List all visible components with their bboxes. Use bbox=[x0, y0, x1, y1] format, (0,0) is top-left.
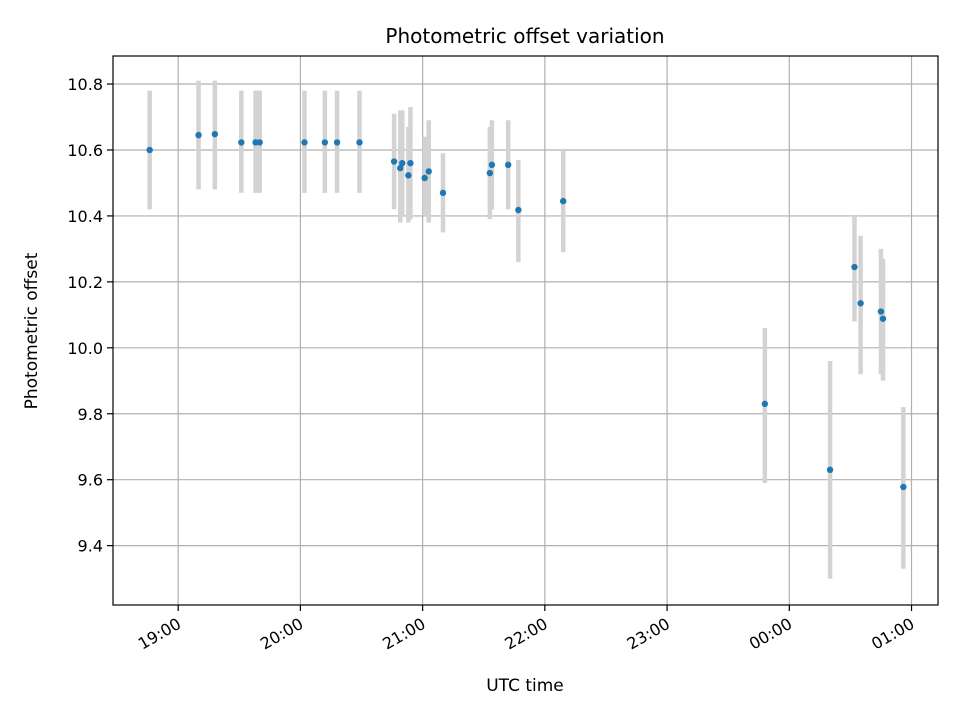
x-axis-ticks: 19:00 20:00 21:00 22:00 23:00 00:00 01:00 bbox=[135, 605, 918, 654]
y-tick-label: 9.6 bbox=[78, 471, 103, 490]
data-point bbox=[879, 315, 887, 322]
y-tick-label: 10.4 bbox=[67, 207, 103, 226]
x-tick-label: 00:00 bbox=[746, 614, 795, 654]
data-point bbox=[407, 159, 414, 167]
data-point bbox=[857, 300, 864, 307]
data-point bbox=[761, 400, 769, 408]
data-point bbox=[356, 139, 363, 146]
data-point bbox=[146, 146, 153, 154]
data-point bbox=[397, 164, 404, 172]
data-point bbox=[851, 263, 858, 271]
data-point bbox=[900, 483, 907, 491]
y-axis-label: Photometric offset bbox=[22, 252, 42, 409]
x-tick-label: 19:00 bbox=[135, 614, 184, 654]
plot-frame bbox=[112, 55, 939, 606]
data-point bbox=[195, 131, 202, 139]
data-point bbox=[333, 139, 341, 146]
data-point bbox=[439, 189, 447, 197]
data-points bbox=[146, 130, 907, 491]
data-point bbox=[321, 139, 329, 146]
data-point bbox=[211, 130, 219, 138]
y-tick-label: 10.6 bbox=[67, 141, 103, 160]
data-point bbox=[405, 172, 412, 179]
y-tick-label: 10.0 bbox=[67, 339, 103, 358]
error-bars bbox=[147, 80, 906, 579]
data-point bbox=[399, 159, 406, 167]
data-point bbox=[877, 308, 885, 315]
data-point bbox=[238, 139, 245, 146]
y-tick-label: 10.8 bbox=[67, 75, 103, 94]
x-tick-label: 21:00 bbox=[379, 614, 428, 654]
data-point bbox=[390, 158, 398, 165]
data-point bbox=[256, 139, 263, 146]
y-tick-label: 9.4 bbox=[78, 537, 103, 556]
data-point bbox=[504, 161, 512, 169]
grid bbox=[113, 56, 938, 605]
data-point bbox=[425, 168, 432, 175]
data-point bbox=[559, 197, 567, 205]
chart-title: Photometric offset variation bbox=[385, 24, 664, 48]
x-axis-label: UTC time bbox=[486, 676, 564, 696]
y-tick-label: 9.8 bbox=[78, 405, 103, 424]
x-tick-label: 20:00 bbox=[257, 614, 306, 654]
y-axis-ticks: 9.4 9.6 9.8 10.0 10.2 10.4 10.6 10.8 bbox=[67, 75, 113, 556]
data-point bbox=[488, 161, 496, 169]
data-point bbox=[301, 139, 308, 146]
y-tick-label: 10.2 bbox=[67, 273, 103, 292]
x-tick-label: 22:00 bbox=[501, 614, 550, 654]
x-tick-label: 23:00 bbox=[624, 614, 673, 654]
data-point bbox=[421, 174, 428, 182]
data-point bbox=[486, 169, 494, 177]
data-point bbox=[515, 206, 522, 214]
data-point bbox=[826, 466, 834, 474]
x-tick-label: 01:00 bbox=[868, 614, 917, 654]
